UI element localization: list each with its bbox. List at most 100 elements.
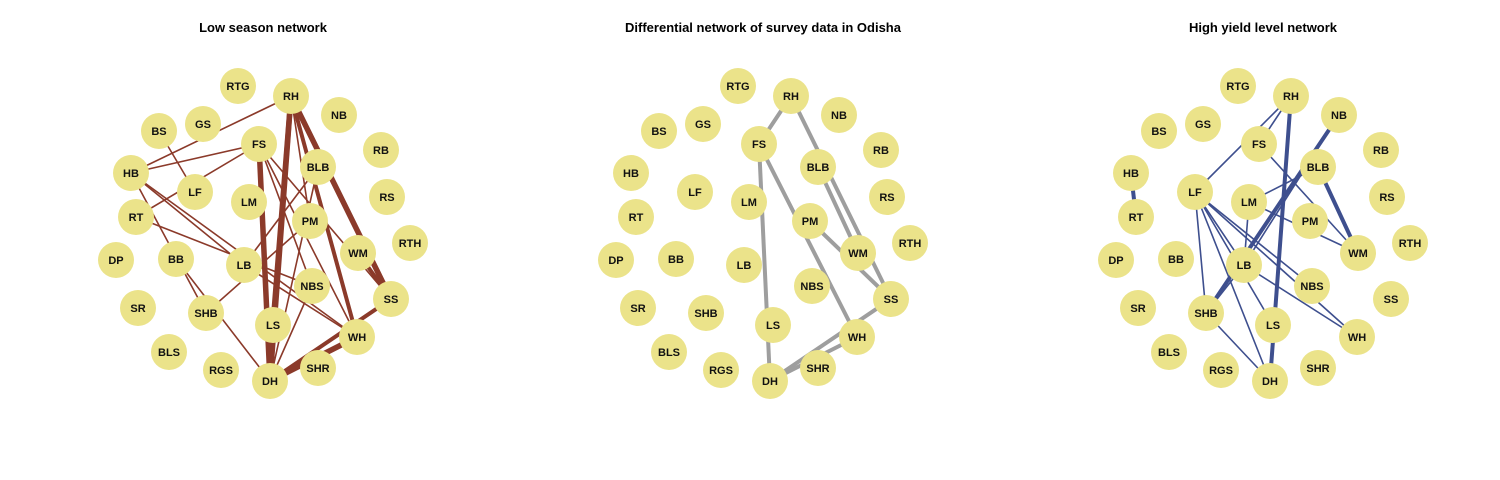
node-label: WM xyxy=(848,248,868,260)
node-nbs: NBS xyxy=(1294,268,1330,304)
node-label: SS xyxy=(1384,294,1399,306)
node-circle xyxy=(1113,155,1149,191)
node-circle xyxy=(273,78,309,114)
node-fs: FS xyxy=(1241,126,1277,162)
node-shb: SHB xyxy=(1188,295,1224,331)
node-bls: BLS xyxy=(151,334,187,370)
node-circle xyxy=(869,179,905,215)
node-rgs: RGS xyxy=(1203,352,1239,388)
network-panel-2: Differential network of survey data in O… xyxy=(598,20,928,399)
node-circle xyxy=(873,281,909,317)
node-label: WH xyxy=(848,332,866,344)
node-blb: BLB xyxy=(1300,149,1336,185)
node-gs: GS xyxy=(685,106,721,142)
node-pm: PM xyxy=(292,203,328,239)
node-label: SS xyxy=(884,294,899,306)
edge-lb-wh xyxy=(243,264,358,338)
node-rs: RS xyxy=(869,179,905,215)
node-label: SR xyxy=(630,303,645,315)
node-label: RT xyxy=(129,212,144,224)
node-lb: LB xyxy=(226,247,262,283)
node-circle xyxy=(800,350,836,386)
node-label: RS xyxy=(1379,192,1394,204)
node-circle xyxy=(392,225,428,261)
node-label: LS xyxy=(1266,320,1280,332)
node-rh: RH xyxy=(273,78,309,114)
node-rth: RTH xyxy=(1392,225,1428,261)
node-label: GS xyxy=(1195,119,1211,131)
node-label: LS xyxy=(266,320,280,332)
node-circle xyxy=(1273,78,1309,114)
network-panel-1: Low season network RTG RH NB BS GS RB FS BLB HB LF… xyxy=(98,20,428,399)
node-label: RH xyxy=(1283,91,1299,103)
edge-lf-wh xyxy=(1194,191,1358,338)
node-label: SHR xyxy=(1306,363,1329,375)
node-label: RGS xyxy=(1209,365,1233,377)
node-label: FS xyxy=(1252,139,1266,151)
node-rt: RT xyxy=(1118,199,1154,235)
node-label: SS xyxy=(384,294,399,306)
node-label: SHB xyxy=(194,308,217,320)
node-label: HB xyxy=(123,168,139,180)
node-layer: RTG RH NB BS GS RB FS BLB HB LF LM RS RT PM RTH WM DP BB L… xyxy=(98,68,428,399)
node-dh: DH xyxy=(252,363,288,399)
node-pm: PM xyxy=(792,203,828,239)
node-label: RT xyxy=(1129,212,1144,224)
node-shb: SHB xyxy=(688,295,724,331)
panel-title: Low season network xyxy=(199,20,328,35)
node-ss: SS xyxy=(873,281,909,317)
node-circle xyxy=(1340,235,1376,271)
edge-blb-dh xyxy=(269,166,319,382)
node-circle xyxy=(220,68,256,104)
node-circle xyxy=(158,241,194,277)
node-circle xyxy=(98,242,134,278)
node-rtg: RTG xyxy=(720,68,756,104)
node-circle xyxy=(294,268,330,304)
node-circle xyxy=(863,132,899,168)
node-hb: HB xyxy=(613,155,649,191)
node-circle xyxy=(688,295,724,331)
node-label: BLS xyxy=(658,347,680,359)
node-circle xyxy=(741,126,777,162)
node-circle xyxy=(1151,334,1187,370)
node-circle xyxy=(185,106,221,142)
node-nb: NB xyxy=(1321,97,1357,133)
node-label: BS xyxy=(651,126,666,138)
node-label: RTG xyxy=(226,81,249,93)
node-label: BLB xyxy=(807,162,830,174)
node-label: SHB xyxy=(694,308,717,320)
node-label: HB xyxy=(1123,168,1139,180)
node-circle xyxy=(1241,126,1277,162)
node-circle xyxy=(1300,350,1336,386)
node-bs: BS xyxy=(1141,113,1177,149)
node-circle xyxy=(677,174,713,210)
node-circle xyxy=(369,179,405,215)
node-rh: RH xyxy=(773,78,809,114)
node-bs: BS xyxy=(141,113,177,149)
node-label: NB xyxy=(831,110,847,122)
edge-fs-wh xyxy=(757,142,859,339)
node-label: BS xyxy=(151,126,166,138)
node-circle xyxy=(800,149,836,185)
node-blb: BLB xyxy=(300,149,336,185)
node-label: RT xyxy=(629,212,644,224)
node-label: BS xyxy=(1151,126,1166,138)
node-label: BB xyxy=(668,254,684,266)
node-circle xyxy=(792,203,828,239)
node-circle xyxy=(300,350,336,386)
node-lm: LM xyxy=(731,184,767,220)
node-ss: SS xyxy=(1373,281,1409,317)
node-bb: BB xyxy=(658,241,694,277)
node-dh: DH xyxy=(752,363,788,399)
node-label: SHB xyxy=(1194,308,1217,320)
node-circle xyxy=(1098,242,1134,278)
node-circle xyxy=(151,334,187,370)
node-label: DH xyxy=(262,376,278,388)
node-bb: BB xyxy=(1158,241,1194,277)
node-label: DP xyxy=(108,255,123,267)
node-label: RTH xyxy=(899,238,922,250)
node-label: NBS xyxy=(300,281,323,293)
node-lm: LM xyxy=(231,184,267,220)
node-pm: PM xyxy=(1292,203,1328,239)
node-lb: LB xyxy=(1226,247,1262,283)
